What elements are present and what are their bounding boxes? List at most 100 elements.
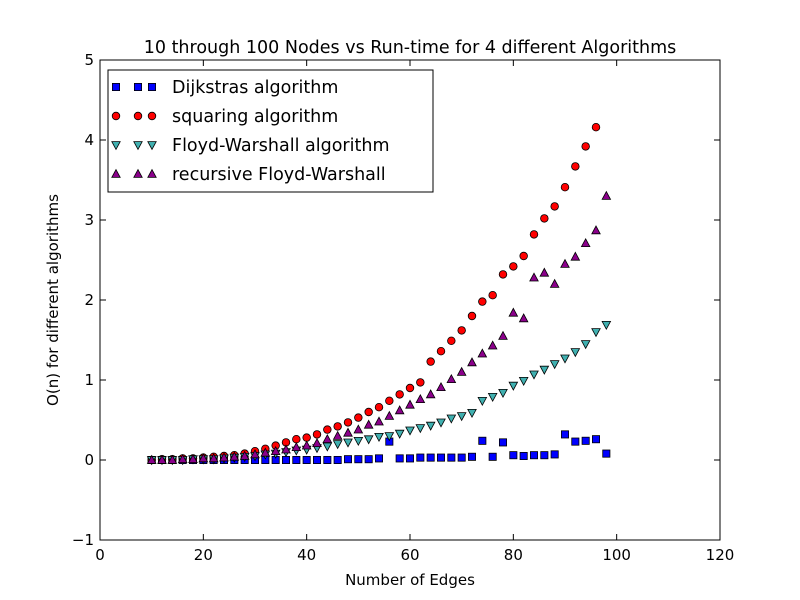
y-axis-label: O(n) for different algorithms [44, 194, 62, 406]
data-point-series-2 [364, 407, 373, 417]
legend-marker [147, 141, 157, 151]
legend-box [107, 69, 434, 193]
data-point-series-3 [394, 429, 405, 439]
x-tick-label: 120 [706, 546, 735, 564]
data-point-series-2 [498, 270, 508, 279]
data-point-series-4 [260, 447, 271, 457]
data-point-series-1 [354, 455, 363, 464]
data-point-series-3 [508, 381, 519, 391]
data-point-series-1 [333, 455, 342, 464]
data-point-series-1 [540, 451, 549, 460]
data-point-series-3 [436, 418, 446, 428]
data-point-series-4 [157, 454, 167, 464]
data-point-series-4 [353, 424, 364, 434]
data-point-series-1 [550, 450, 559, 459]
legend-marker [147, 111, 157, 121]
data-point-series-2 [354, 413, 363, 422]
legend-marker [133, 141, 143, 151]
data-point-series-3 [560, 354, 570, 364]
data-point-series-1 [302, 455, 311, 464]
data-point-series-2 [529, 230, 539, 239]
x-axis-label: Number of Edges [345, 571, 475, 589]
data-point-series-1 [281, 455, 290, 464]
x-tick-label: 100 [602, 546, 631, 564]
data-point-series-3 [363, 435, 374, 445]
data-point-series-3 [374, 432, 384, 443]
data-point-series-2 [312, 430, 322, 439]
data-point-series-1 [602, 449, 611, 458]
data-point-series-1 [405, 454, 414, 463]
data-point-series-3 [415, 424, 426, 434]
data-point-series-1 [312, 455, 321, 464]
legend-label: Floyd-Warshall algorithm [172, 136, 390, 156]
data-point-series-4 [208, 453, 219, 463]
data-point-series-2 [343, 418, 353, 427]
x-tick-label: 20 [194, 546, 213, 564]
data-point-series-4 [312, 437, 322, 448]
data-point-series-3 [353, 436, 364, 447]
data-point-series-1 [467, 452, 476, 461]
data-point-series-2 [302, 433, 311, 442]
y-tick-label: −1 [72, 531, 94, 549]
y-tick-label: 3 [84, 211, 94, 229]
data-point-series-3 [570, 348, 581, 358]
data-point-series-3 [539, 365, 550, 375]
data-point-series-2 [488, 291, 497, 300]
data-point-series-1 [426, 453, 435, 462]
data-point-series-4 [601, 190, 612, 200]
data-point-series-4 [250, 449, 260, 459]
data-point-series-3 [332, 440, 343, 450]
data-point-series-3 [456, 412, 467, 422]
x-tick-label: 60 [400, 546, 419, 564]
data-point-series-4 [219, 452, 229, 462]
y-tick-label: 4 [84, 131, 94, 149]
data-point-series-3 [487, 392, 498, 403]
data-point-series-3 [405, 426, 415, 436]
legend-label: recursive Floyd-Warshall [172, 165, 386, 185]
data-point-series-3 [343, 438, 353, 448]
data-point-series-4 [301, 440, 312, 450]
data-point-series-1 [457, 453, 466, 462]
data-point-series-4 [529, 272, 539, 282]
legend-marker [111, 111, 121, 121]
legend-marker [133, 83, 142, 92]
data-point-series-2 [509, 262, 518, 271]
data-point-series-1 [292, 455, 301, 464]
y-tick-label: 2 [84, 291, 94, 309]
data-point-series-2 [560, 182, 570, 192]
legend-label: Dijkstras algorithm [172, 78, 338, 98]
data-point-series-3 [384, 432, 395, 442]
data-point-series-2 [478, 297, 487, 306]
data-point-series-4 [498, 330, 508, 340]
data-point-series-2 [395, 390, 404, 399]
data-point-series-4 [477, 348, 488, 358]
x-tick-label: 80 [504, 546, 523, 564]
legend-marker [133, 111, 143, 121]
data-point-series-4 [198, 453, 209, 463]
data-point-series-2 [467, 311, 477, 321]
data-point-series-4 [436, 381, 446, 392]
chart-title: 10 through 100 Nodes vs Run-time for 4 d… [144, 38, 677, 58]
data-point-series-3 [518, 376, 529, 387]
data-point-series-1 [530, 451, 539, 460]
y-tick-label: 1 [84, 371, 94, 389]
data-point-series-4 [363, 419, 374, 429]
data-point-series-1 [498, 438, 507, 447]
data-point-series-1 [561, 430, 570, 439]
data-point-series-4 [591, 225, 601, 235]
data-point-series-3 [498, 388, 508, 399]
plot-frame [99, 59, 721, 541]
legend-marker [112, 83, 121, 92]
data-point-series-3 [580, 340, 591, 350]
legend-marker [111, 168, 121, 178]
data-point-series-2 [550, 202, 559, 211]
data-point-series-4 [270, 445, 281, 456]
legend-marker [147, 168, 157, 178]
data-point-series-4 [146, 454, 157, 464]
legend: Dijkstras algorithm squaring algorithm Flo… [107, 69, 434, 193]
y-tick-label: 5 [84, 51, 94, 69]
data-point-series-3 [591, 328, 601, 338]
data-point-series-1 [323, 455, 332, 464]
data-point-series-2 [457, 326, 466, 335]
data-point-series-4 [281, 444, 291, 454]
